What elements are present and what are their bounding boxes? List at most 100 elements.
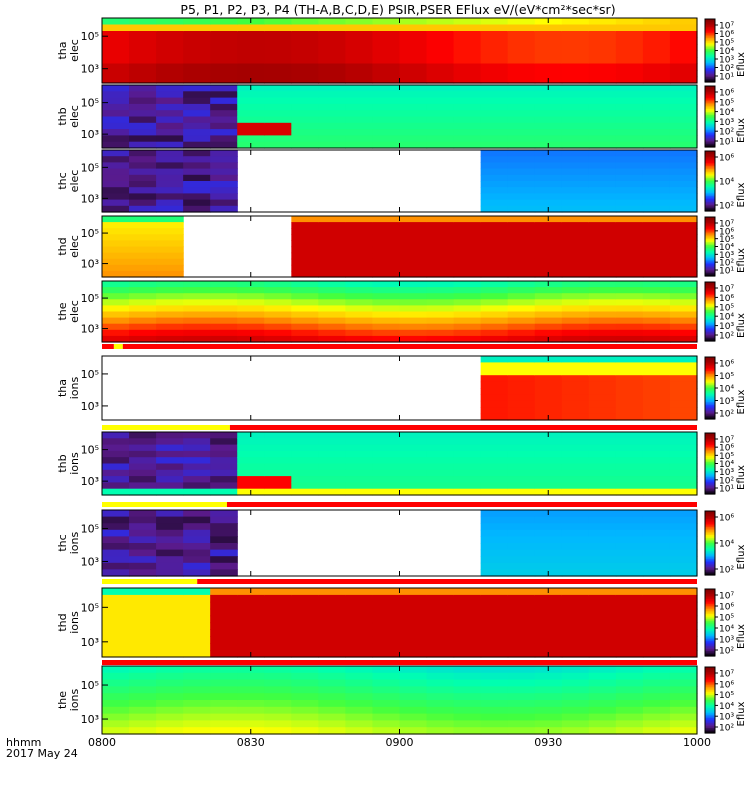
spectrogram-cell — [507, 234, 536, 241]
spectrogram-cell — [129, 516, 157, 524]
colorbar-swatch — [705, 570, 715, 573]
colorbar-swatch — [705, 191, 715, 194]
spectrogram-cell — [210, 693, 238, 701]
spectrogram-cell — [291, 601, 319, 610]
spectrogram-cell — [291, 129, 319, 136]
colorbar-swatch — [705, 111, 715, 115]
spectrogram-cell — [561, 601, 590, 610]
colorbar-swatch — [705, 612, 715, 615]
spectrogram-cell — [507, 199, 536, 207]
spectrogram-cell — [561, 181, 590, 188]
colorbar-swatch — [705, 652, 715, 655]
spectrogram-cell — [372, 444, 401, 452]
spectrogram-cell — [615, 129, 644, 136]
spectrogram-cell — [264, 720, 292, 728]
spectrogram-cell — [561, 381, 590, 389]
colorbar-swatch — [705, 143, 715, 147]
spectrogram-cell — [534, 222, 563, 229]
colorbar-swatch — [705, 203, 715, 206]
spectrogram-cell — [372, 679, 401, 687]
spectrogram-cell — [129, 264, 157, 272]
spectrogram-cell — [183, 305, 211, 313]
colorbar-frame — [704, 588, 716, 657]
spectrogram-cell — [453, 70, 482, 78]
colorbar-swatch — [705, 181, 715, 184]
spectrogram-cell — [480, 608, 509, 617]
spectrogram-cell — [345, 488, 374, 496]
colorbar-swatch — [705, 295, 715, 298]
spectrogram-cell — [129, 129, 157, 136]
spectrogram-cell — [129, 141, 157, 149]
panel-label-species: ions — [68, 376, 81, 399]
colorbar-tick-label: 10⁴ — [719, 385, 734, 395]
colorbar-swatch — [705, 673, 715, 676]
colorbar-swatch — [705, 383, 715, 386]
spectrogram-cell — [507, 693, 536, 701]
spectrogram-cell — [588, 368, 617, 376]
spectrogram-cell — [291, 311, 319, 319]
colorbar-swatch — [705, 517, 715, 520]
colorbar-swatch — [705, 56, 715, 59]
colorbar-swatch — [705, 463, 715, 466]
colorbar-swatch — [705, 547, 715, 550]
spectrogram-cell — [345, 476, 374, 483]
spectrogram-cell — [507, 594, 536, 603]
spectrogram-cell — [129, 588, 157, 596]
spectrogram-cell — [399, 329, 428, 337]
spectrogram-cell — [318, 476, 347, 483]
spectrogram-cell — [453, 335, 482, 343]
spectrogram-cell — [588, 311, 617, 319]
colorbar-swatch — [705, 451, 715, 454]
spectrogram-cell — [129, 643, 157, 651]
spectrogram-cell — [102, 44, 130, 52]
spectrogram-cell — [480, 168, 509, 176]
spectrogram-cell — [426, 37, 455, 45]
spectrogram-cell — [291, 252, 319, 260]
y-tick-label: 10⁵ — [81, 444, 99, 457]
colorbar-tick-label: 10⁶ — [719, 444, 734, 454]
colorbar-swatch — [705, 312, 715, 316]
spectrogram-cell — [615, 44, 644, 52]
colorbar-swatch — [705, 250, 715, 254]
spectrogram-cell — [534, 97, 563, 105]
spectrogram-cell — [210, 601, 238, 610]
spectrogram-cell — [534, 199, 563, 207]
spectrogram-cell — [399, 608, 428, 617]
colorbar-tick-label: 10³ — [719, 118, 734, 128]
spectrogram-cell — [642, 329, 671, 337]
spectrogram-cell — [615, 168, 644, 176]
colorbar-swatch — [705, 242, 715, 245]
spectrogram-cell — [534, 122, 563, 130]
spectrogram-cell — [156, 549, 184, 557]
spectrogram-cell — [129, 299, 157, 306]
spectrogram-cell — [561, 205, 590, 213]
spectrogram-cell — [588, 246, 617, 254]
y-tick-label: 10⁵ — [81, 368, 99, 381]
spectrogram-cell — [669, 281, 698, 288]
panel-label: thaelec — [56, 39, 81, 62]
spectrogram-cell — [480, 193, 509, 201]
spectrogram-cell — [588, 450, 617, 458]
spectrogram-cell — [561, 457, 590, 465]
colorbar-swatch — [705, 142, 715, 145]
colorbar-tick-label: 10² — [719, 332, 734, 342]
spectrogram-cell — [480, 323, 509, 331]
spectrogram-cell — [561, 706, 590, 715]
spectrogram-cell — [345, 622, 374, 630]
colorbar-swatch — [705, 455, 715, 459]
spectrogram-cell — [156, 270, 184, 278]
spectrogram-cell — [615, 469, 644, 477]
spectrogram-cell — [210, 672, 238, 681]
spectrogram-cell — [426, 476, 455, 483]
spectrogram-cell — [183, 150, 211, 157]
spectrogram-cell — [345, 299, 374, 306]
panel-label-probe: tha — [56, 379, 69, 397]
spectrogram-cell — [426, 311, 455, 319]
spectrogram-cell — [345, 672, 374, 681]
colorbar-swatch — [705, 388, 715, 391]
spectrogram-cell — [102, 700, 130, 708]
colorbar-tick-label: 10⁵ — [719, 39, 734, 49]
spectrogram-cell — [291, 432, 319, 439]
spectrogram-cell — [318, 258, 347, 266]
